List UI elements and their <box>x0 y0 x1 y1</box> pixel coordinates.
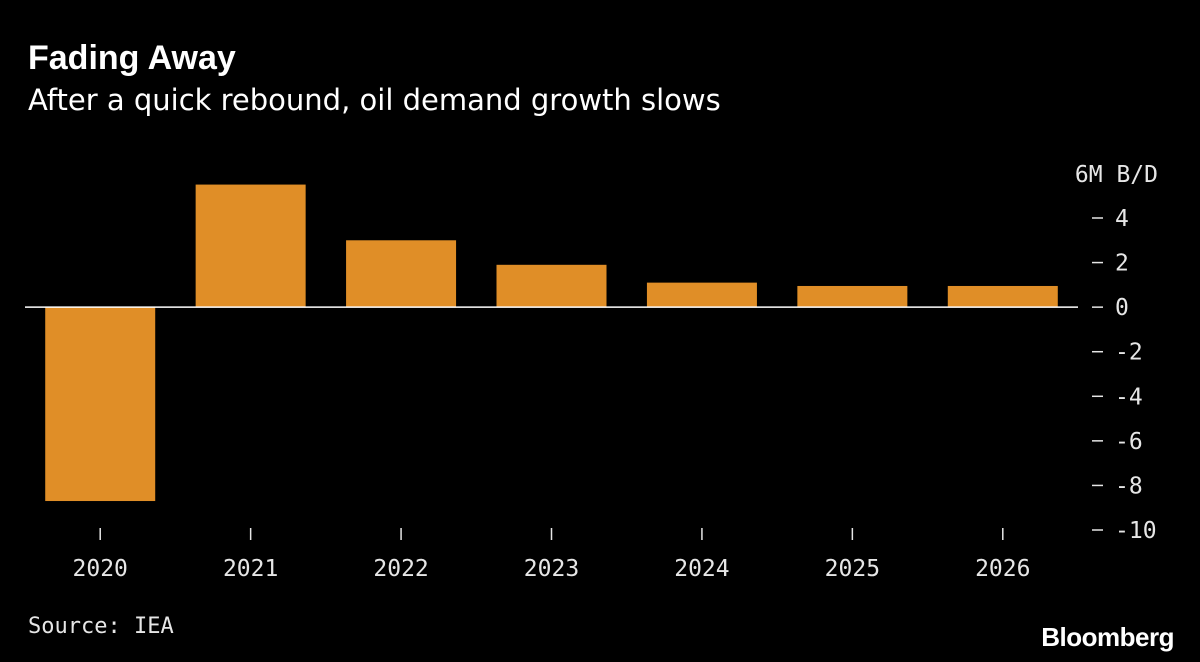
source-note: Source: IEA <box>28 614 174 639</box>
x-tick-label-2020: 2020 <box>73 556 128 582</box>
y-axis-unit-label: 6M B/D <box>1075 162 1158 188</box>
x-tick-label-2022: 2022 <box>373 556 428 582</box>
bar-2024 <box>646 282 757 308</box>
y-tick-label-4: 4 <box>1115 206 1129 232</box>
y-axis: 4 2 0 -2 -4 -6 -8 -10 <box>1092 206 1157 544</box>
bar-2020 <box>45 307 156 502</box>
bloomberg-logo: Bloomberg <box>1041 622 1174 652</box>
y-tick-label-0: 0 <box>1115 295 1129 321</box>
x-tick-label-2025: 2025 <box>825 556 880 582</box>
y-tick-label-2: 2 <box>1115 251 1129 277</box>
y-tick-label--10: -10 <box>1115 518 1157 544</box>
x-tick-label-2021: 2021 <box>223 556 278 582</box>
bar-2026 <box>947 285 1058 308</box>
chart-title: Fading Away <box>28 39 236 77</box>
bar-2021 <box>195 184 306 308</box>
bar-2022 <box>346 240 457 308</box>
y-tick-label--8: -8 <box>1115 473 1143 499</box>
chart-subtitle: After a quick rebound, oil demand growth… <box>28 83 721 117</box>
bars-group <box>45 184 1058 502</box>
x-tick-label-2024: 2024 <box>674 556 729 582</box>
bar-2025 <box>797 285 908 308</box>
y-tick-label--6: -6 <box>1115 429 1143 455</box>
bar-2023 <box>496 264 607 308</box>
y-tick-label--2: -2 <box>1115 340 1143 366</box>
x-axis: 2020 2021 2022 2023 2024 2025 2026 <box>73 528 1030 582</box>
y-tick-label--4: -4 <box>1115 384 1143 410</box>
x-tick-label-2023: 2023 <box>524 556 579 582</box>
x-tick-label-2026: 2026 <box>975 556 1030 582</box>
